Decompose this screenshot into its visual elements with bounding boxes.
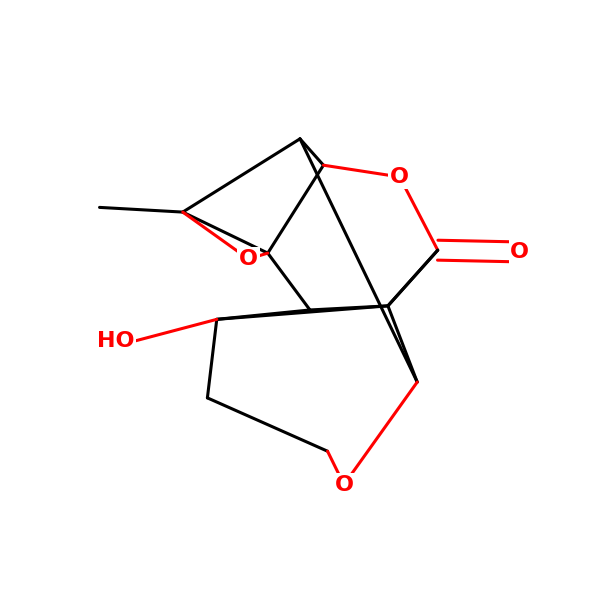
Text: HO: HO — [97, 331, 135, 351]
Text: O: O — [334, 475, 353, 494]
Text: O: O — [239, 249, 258, 269]
Text: O: O — [510, 242, 529, 262]
Text: O: O — [390, 167, 409, 187]
